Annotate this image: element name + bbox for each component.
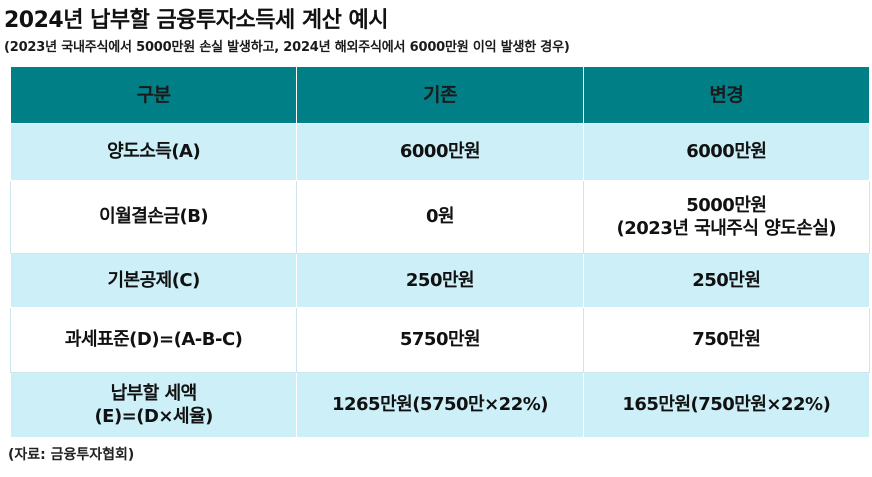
cell-before: 5750만원 — [296, 307, 584, 373]
header-before: 기존 — [296, 66, 584, 124]
cell-before: 0원 — [296, 180, 584, 254]
tax-calculation-table: 구분 기존 변경 양도소득(A) 6000만원 6000만원 이월결손금(B) … — [9, 66, 871, 438]
table-header-row: 구분 기존 변경 — [9, 66, 871, 124]
cell-after-line2: (2023년 국내주식 양도손실) — [616, 218, 837, 239]
header-after: 변경 — [582, 66, 871, 124]
cell-before: 250만원 — [296, 253, 584, 308]
row-label-line2: (E)=(D×세율) — [94, 406, 213, 427]
cell-before: 6000만원 — [296, 123, 584, 181]
table-row: 납부할 세액 (E)=(D×세율) 1265만원(5750만×22%) 165만… — [9, 372, 871, 438]
table-row: 기본공제(C) 250만원 250만원 — [9, 253, 871, 308]
cell-after: 750만원 — [582, 307, 871, 373]
page-subtitle: (2023년 국내주식에서 5000만원 손실 발생하고, 2024년 해외주식… — [4, 40, 570, 55]
row-label: 납부할 세액 (E)=(D×세율) — [9, 372, 298, 438]
row-label: 이월결손금(B) — [9, 180, 298, 254]
table-row: 과세표준(D)=(A-B-C) 5750만원 750만원 — [9, 307, 871, 373]
cell-after: 250만원 — [582, 253, 871, 308]
table-row: 양도소득(A) 6000만원 6000만원 — [9, 123, 871, 181]
row-label: 양도소득(A) — [9, 123, 298, 181]
row-label: 기본공제(C) — [9, 253, 298, 308]
cell-after: 6000만원 — [582, 123, 871, 181]
page-title: 2024년 납부할 금융투자소득세 계산 예시 — [4, 8, 388, 33]
table-row: 이월결손금(B) 0원 5000만원 (2023년 국내주식 양도손실) — [9, 180, 871, 254]
source-note: (자료: 금융투자협회) — [8, 447, 135, 463]
cell-after: 5000만원 (2023년 국내주식 양도손실) — [582, 180, 871, 254]
header-category: 구분 — [9, 66, 298, 124]
row-label: 과세표준(D)=(A-B-C) — [9, 307, 298, 373]
row-label-line1: 납부할 세액 — [110, 382, 198, 404]
cell-after-line1: 5000만원 — [686, 194, 767, 216]
cell-before: 1265만원(5750만×22%) — [296, 372, 584, 438]
cell-after: 165만원(750만원×22%) — [582, 372, 871, 438]
